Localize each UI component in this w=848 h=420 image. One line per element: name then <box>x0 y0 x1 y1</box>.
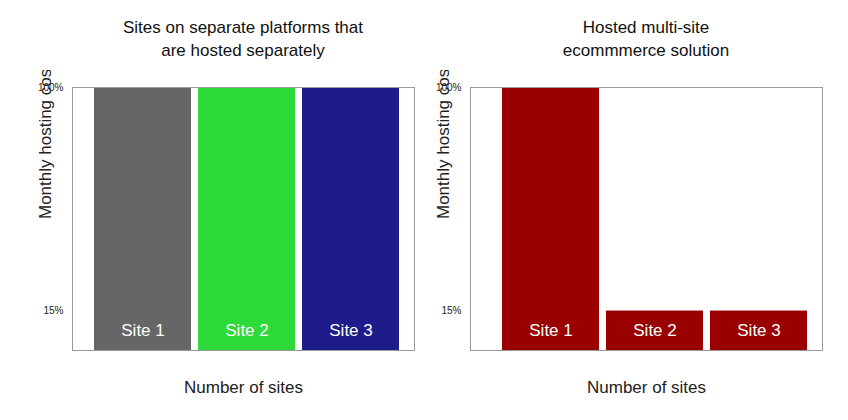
svg-text:Number of sites: Number of sites <box>587 378 706 397</box>
svg-text:15%: 15% <box>441 305 461 316</box>
html-text:Sites on separate platforms th: Sites on separate platforms that are hos… <box>123 18 363 60</box>
html-text:Hosted multi-site ecommmerce s: Hosted multi-site ecommmerce solution <box>562 18 730 60</box>
svg-text:15%: 15% <box>43 305 63 316</box>
svg-text:Monthly hosting costs: Monthly hosting costs <box>36 70 55 219</box>
svg-text:Site 3: Site 3 <box>329 321 372 340</box>
svg-text:Site 2: Site 2 <box>225 321 268 340</box>
svg-text:Monthly hosting costs: Monthly hosting costs <box>434 70 453 219</box>
svg-text:Site 1: Site 1 <box>121 321 164 340</box>
svg-text:Site 2: Site 2 <box>633 321 676 340</box>
svg-text:Site 3: Site 3 <box>737 321 780 340</box>
svg-text:Number of sites: Number of sites <box>184 378 303 397</box>
svg-text:Site 1: Site 1 <box>529 321 572 340</box>
